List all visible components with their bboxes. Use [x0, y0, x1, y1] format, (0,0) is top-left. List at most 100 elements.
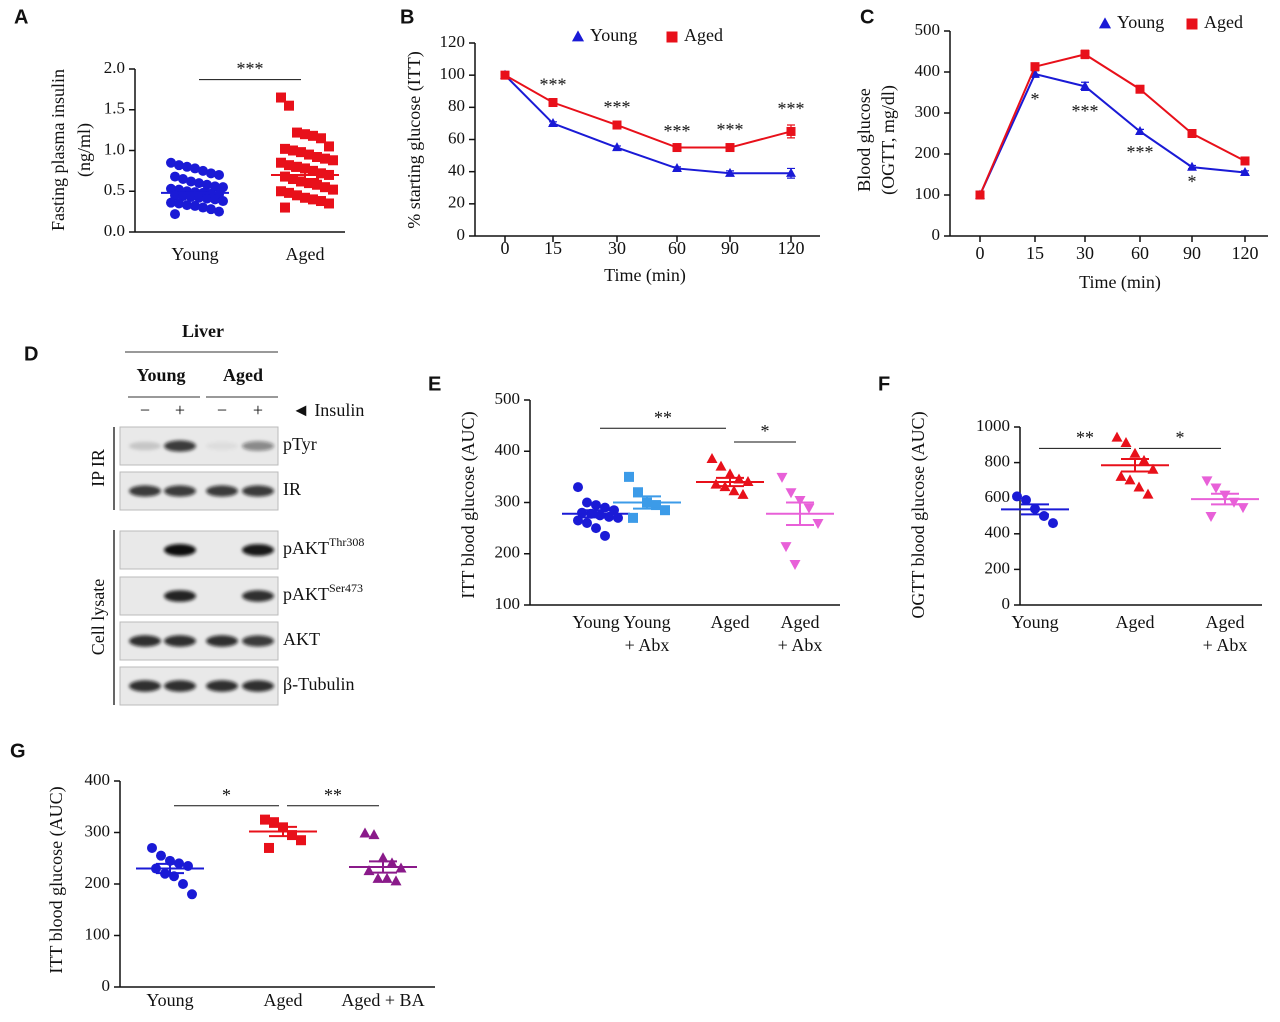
y-tick-label: 1.0 — [104, 139, 125, 158]
y-tick-label: 2.0 — [104, 58, 125, 77]
data-point — [186, 176, 196, 187]
panel-letter: B — [400, 6, 414, 28]
row-label-text: pTyr — [283, 434, 317, 454]
blot-band — [129, 485, 161, 497]
legend-marker — [571, 30, 585, 42]
legend-marker — [1186, 18, 1198, 30]
data-point — [182, 161, 192, 172]
data-point — [1135, 126, 1145, 136]
data-point — [190, 163, 200, 174]
blot-band — [164, 680, 196, 692]
lane-label: − — [140, 400, 150, 420]
data-point — [276, 186, 286, 197]
panel-letter: F — [878, 373, 890, 395]
x-tick-label: 60 — [1131, 243, 1149, 263]
legend-label: Aged — [684, 25, 723, 45]
lane-label: − — [217, 400, 227, 420]
data-point — [316, 196, 326, 207]
y-tick-label: 0 — [102, 976, 111, 995]
data-point — [1129, 447, 1141, 458]
blot-band — [164, 485, 196, 497]
significance-label: *** — [1072, 101, 1099, 121]
data-point — [304, 149, 314, 160]
data-point — [287, 830, 297, 841]
y-tick-label: 800 — [985, 452, 1011, 471]
x-tick-label: Aged — [264, 990, 303, 1010]
y-tick-label: 200 — [985, 558, 1011, 577]
data-point — [706, 452, 718, 463]
row-label: IR — [283, 479, 301, 499]
series-line — [504, 74, 792, 149]
y-tick-label: 1000 — [976, 416, 1010, 435]
data-point — [312, 152, 322, 163]
data-point — [975, 190, 985, 200]
data-point — [292, 127, 302, 138]
data-point — [296, 176, 306, 187]
panel-letter: D — [24, 343, 38, 365]
data-point — [1187, 129, 1197, 138]
data-point — [280, 171, 290, 182]
x-tick-label: + Abx — [625, 635, 670, 655]
data-point — [1021, 494, 1031, 505]
data-point — [218, 182, 228, 193]
y-tick-label: 100 — [440, 64, 466, 83]
blot-band — [206, 485, 238, 497]
data-point — [328, 184, 338, 195]
x-tick-label: Young — [623, 612, 670, 632]
significance-label: ** — [654, 407, 672, 427]
legend-marker — [666, 31, 678, 43]
data-point — [651, 500, 661, 511]
blot-band — [242, 590, 274, 602]
significance-label: ** — [1076, 427, 1094, 447]
x-tick-label: Young — [1011, 612, 1058, 632]
data-point — [284, 160, 294, 171]
data-point — [316, 168, 326, 179]
data-point — [725, 143, 735, 153]
data-point — [1228, 497, 1240, 508]
data-point — [1111, 431, 1123, 442]
data-point — [147, 842, 157, 853]
row-label-sup: Thr308 — [329, 535, 364, 549]
significance-label: * — [1176, 427, 1185, 447]
data-point — [613, 512, 623, 523]
y-tick-label: 1.5 — [104, 99, 125, 118]
x-tick-label: Aged — [1116, 612, 1155, 632]
significance-label: * — [761, 421, 770, 441]
y-tick-label: 0 — [932, 225, 941, 244]
group-label: Young — [136, 365, 185, 385]
series-line — [979, 72, 1246, 196]
blot-band — [206, 635, 238, 647]
data-point — [324, 198, 334, 209]
data-point — [776, 472, 788, 483]
blot-band — [242, 441, 274, 451]
blot-band — [242, 680, 274, 692]
error-bar — [786, 501, 814, 527]
data-point — [206, 204, 216, 215]
blot-band — [164, 635, 196, 647]
data-point — [174, 160, 184, 171]
significance-label: *** — [717, 120, 744, 140]
data-point — [1237, 503, 1249, 514]
data-point — [300, 163, 310, 174]
data-point — [260, 814, 270, 825]
data-point — [812, 519, 824, 529]
data-point — [320, 182, 330, 193]
data-point — [300, 129, 310, 140]
y-tick-label: 200 — [495, 543, 521, 562]
data-point — [214, 206, 224, 217]
data-point — [210, 181, 220, 192]
data-point — [1030, 62, 1040, 72]
error-bar — [1211, 492, 1239, 506]
significance-label: *** — [604, 97, 631, 117]
x-tick-label: 90 — [1183, 243, 1201, 263]
data-point — [1039, 511, 1049, 521]
blot-band — [206, 441, 238, 451]
data-point — [276, 92, 286, 103]
data-point — [591, 523, 601, 534]
x-tick-label: Young — [171, 244, 218, 264]
series-line — [979, 53, 1246, 196]
x-tick-label: Aged — [286, 244, 325, 264]
data-point — [582, 518, 592, 528]
data-point — [206, 168, 216, 179]
data-point — [202, 179, 212, 190]
